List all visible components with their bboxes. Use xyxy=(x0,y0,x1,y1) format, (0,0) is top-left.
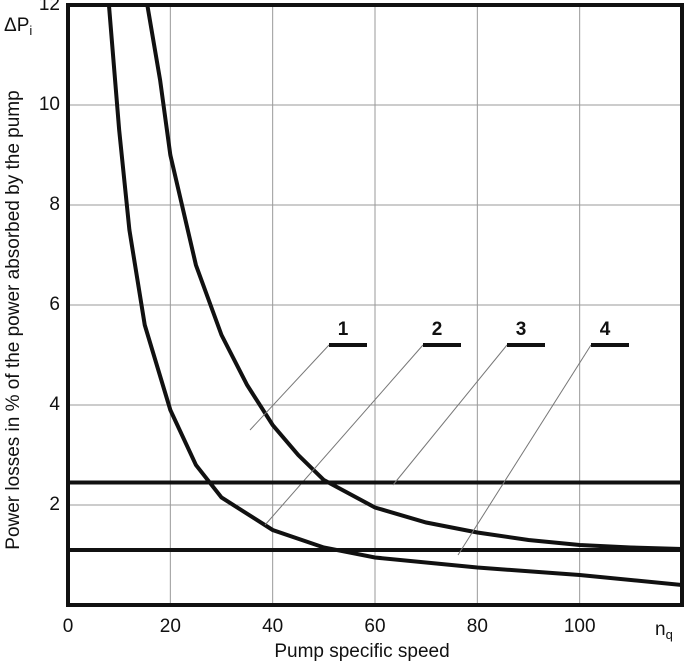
x-symbol-sub: q xyxy=(666,627,673,642)
y-tick-label: 4 xyxy=(49,394,60,415)
x-axis-title: Pump specific speed xyxy=(274,641,449,662)
y-tick-label: 10 xyxy=(39,94,60,115)
y-symbol: ΔPi xyxy=(4,15,32,38)
curve xyxy=(106,5,682,587)
series-label: 1 xyxy=(338,319,349,340)
leader-line xyxy=(264,344,424,526)
series-label: 4 xyxy=(600,319,611,340)
y-tick-label: 8 xyxy=(49,194,60,215)
x-symbol: nq xyxy=(655,619,673,642)
leader-line xyxy=(249,344,330,431)
y-symbol-sub: i xyxy=(29,23,32,38)
curve xyxy=(145,5,682,551)
y-tick-label: 2 xyxy=(49,494,60,515)
leader-line xyxy=(392,344,508,486)
x-tick-label: 40 xyxy=(262,616,283,637)
series-label: 3 xyxy=(516,319,527,340)
leader-line xyxy=(457,344,592,556)
y-tick-label: 12 xyxy=(39,0,60,15)
x-tick-label: 100 xyxy=(564,616,596,637)
y-tick-label: 6 xyxy=(49,294,60,315)
y-symbol-main: ΔP xyxy=(4,15,29,36)
plot-frame xyxy=(66,3,684,607)
x-symbol-main: n xyxy=(655,619,666,640)
x-tick-label: 0 xyxy=(63,616,74,637)
x-tick-label: 80 xyxy=(467,616,488,637)
x-tick-label: 20 xyxy=(160,616,181,637)
x-tick-label: 60 xyxy=(364,616,385,637)
y-axis-title: Power losses in % of the power absorbed … xyxy=(3,90,24,549)
series-label: 2 xyxy=(432,319,443,340)
